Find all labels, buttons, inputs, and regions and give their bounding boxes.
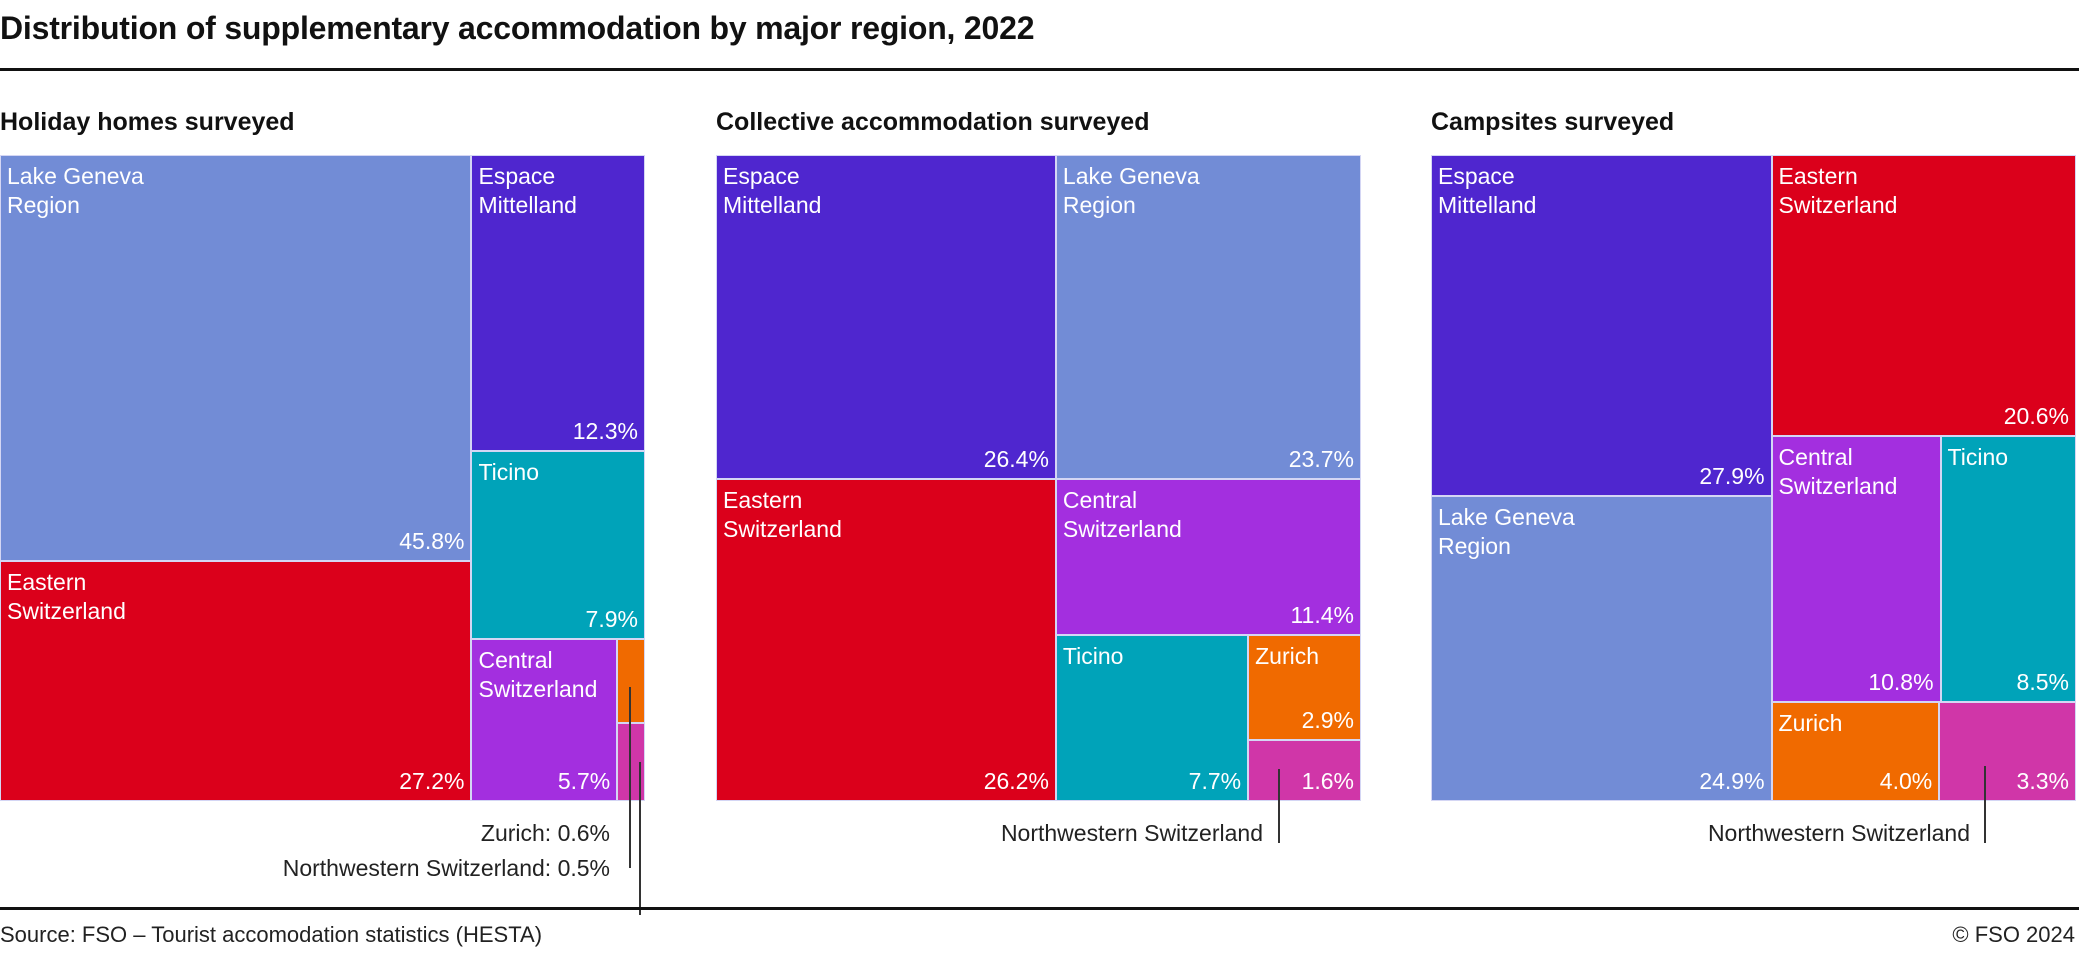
treemap-cell-zurich: Zurich 2.9% [1248,634,1361,741]
cell-label: Espace Mittelland [1438,163,1537,218]
panel-title-holiday-homes: Holiday homes surveyed [0,108,295,136]
cell-value-label: 2.9% [1301,707,1354,734]
treemap-cell-northwestern-switzerland: 1.6% [1248,740,1361,801]
treemap-cell-zurich [617,638,645,723]
treemap-cell-eastern-switzerland: Eastern Switzerland 20.6% [1771,155,2076,436]
callout-leader-line [1278,769,1280,843]
treemap-cell-eastern-switzerland: Eastern Switzerland 27.2% [0,560,472,801]
treemap-holiday-homes: Lake Geneva Region 45.8% Eastern Switzerla… [0,155,645,801]
copyright: © FSO 2024 [1952,922,2075,947]
top-rule [0,68,2079,71]
callout-leader-line [629,687,631,868]
treemap-collective: Espace Mittelland 26.4% Eastern Switzerlan… [716,155,1361,801]
cell-label: Ticino [1947,444,2009,470]
cell-value-label: 7.7% [1188,767,1242,794]
cell-value-label: 26.2% [983,767,1049,794]
cell-label: Eastern Switzerland [723,486,842,542]
callout-label-northwestern-switzerland: Northwestern Switzerland: 0.5% [282,855,610,881]
panel-title-collective: Collective accommodation surveyed [716,108,1150,136]
treemap-cell-espace-mittelland: Espace Mittelland 26.4% [716,155,1056,479]
cell-label: Lake Geneva Region [7,163,144,218]
treemap-cell-central-switzerland: Central Switzerland 11.4% [1055,478,1361,635]
source-note: Source: FSO – Tourist accomodation stati… [0,922,543,947]
cell-label: Central Switzerland [478,646,598,702]
treemap-cell-eastern-switzerland: Eastern Switzerland 26.2% [716,478,1056,801]
cell-value-label: 5.7% [557,767,611,794]
cell-label: Central Switzerland [1062,486,1182,542]
cell-label: Eastern Switzerland [7,568,126,624]
cell-label: Ticino [478,458,539,485]
treemap-cell-ticino: Ticino 8.5% [1940,436,2076,702]
treemap-cell-central-switzerland: Central Switzerland 10.8% [1771,436,1941,702]
treemap-cell-lake-geneva-region: Lake Geneva Region 23.7% [1055,155,1361,479]
callout-label-zurich: Zurich: 0.6% [480,820,610,846]
cell-value-label: 23.7% [1288,445,1354,472]
cell-value-label: 1.6% [1301,767,1354,794]
cell-value-label: 24.9% [1699,767,1765,794]
cell-label: Eastern Switzerland [1778,163,1898,218]
treemap-cell-central-switzerland: Central Switzerland 5.7% [471,638,618,801]
bottom-rule [0,907,2079,910]
treemap-campsites: Espace Mittelland 27.9% Lake Geneva Region… [1431,155,2076,801]
treemap-cell-ticino: Ticino 7.7% [1055,634,1249,801]
treemap-cell-ticino: Ticino 7.9% [471,450,645,639]
treemap-cell-northwestern-switzerland: 3.3% [1939,701,2076,801]
treemap-cell-lake-geneva-region: Lake Geneva Region 24.9% [1431,496,1772,801]
treemap-cell-espace-mittelland: Espace Mittelland 27.9% [1431,155,1772,497]
treemap-cell-lake-geneva-region: Lake Geneva Region 45.8% [0,155,472,561]
cell-value-label: 20.6% [2003,403,2069,429]
cell-label: Zurich [1778,709,1843,736]
cell-value-label: 27.2% [399,767,465,794]
cell-value-label: 26.4% [983,445,1049,472]
treemap-cell-northwestern-switzerland [617,722,645,801]
panel-title-campsites: Campsites surveyed [1431,108,1675,136]
cell-label: Espace Mittelland [723,163,822,218]
callout-label-northwestern-switzerland: Northwestern Switzerland [1707,820,1970,846]
callout-leader-line [1984,766,1986,843]
chart-title: Distribution of supplementary accommodat… [0,10,1035,46]
callout-leader-line [639,762,641,915]
cell-label: Ticino [1062,642,1124,669]
cell-label: Zurich [1255,642,1320,669]
cell-label: Central Switzerland [1778,444,1898,499]
callout-label-northwestern-switzerland: Northwestern Switzerland [1000,820,1263,846]
cell-value-label: 7.9% [585,605,638,632]
cell-value-label: 10.8% [1868,668,1934,695]
cell-value-label: 8.5% [2016,668,2069,695]
cell-label: Lake Geneva Region [1438,504,1575,560]
treemap-cell-espace-mittelland: Espace Mittelland 12.3% [471,155,645,451]
cell-value-label: 11.4% [1290,601,1354,628]
cell-label: Espace Mittelland [478,163,577,218]
cell-value-label: 45.8% [399,527,465,554]
treemap-cell-zurich: Zurich 4.0% [1771,701,1940,801]
cell-label: Lake Geneva Region [1062,163,1200,218]
cell-value-label: 27.9% [1699,463,1765,490]
cell-value-label: 12.3% [572,417,638,444]
cell-value-label: 4.0% [1879,767,1933,794]
cell-value-label: 3.3% [2016,767,2069,794]
